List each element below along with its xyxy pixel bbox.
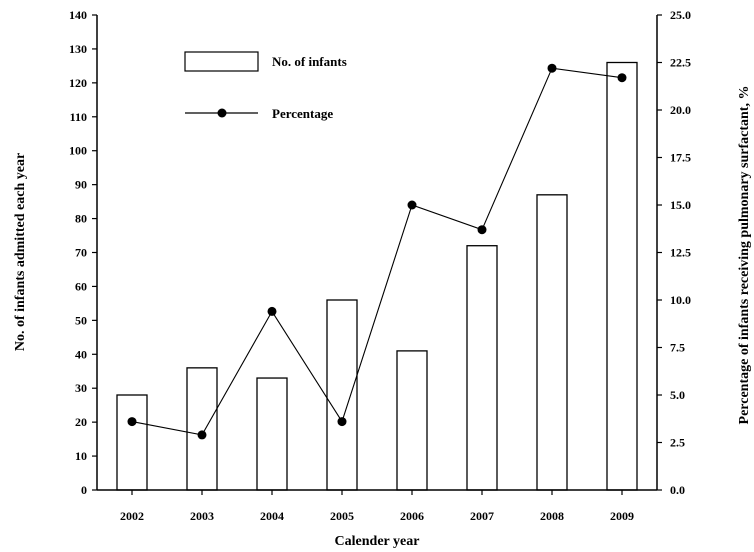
left-tick-label: 90 (75, 178, 87, 192)
percentage-point (408, 201, 417, 210)
percentage-point (548, 64, 557, 73)
left-tick-label: 10 (75, 449, 87, 463)
left-tick-label: 50 (75, 313, 87, 327)
right-axis-label: Percentage of infants receiving pulmonar… (737, 86, 752, 425)
percentage-point (198, 430, 207, 439)
x-tick-label: 2004 (260, 509, 284, 523)
right-tick-label: 12.5 (670, 246, 691, 260)
left-tick-label: 30 (75, 381, 87, 395)
left-tick-label: 120 (69, 76, 87, 90)
left-ticks: 0 10 20 30 40 50 60 70 80 90 100 110 120 130 140 (69, 8, 97, 497)
left-tick-label: 140 (69, 8, 87, 22)
left-tick-label: 100 (69, 144, 87, 158)
left-tick-label: 0 (81, 483, 87, 497)
bar (117, 395, 147, 490)
left-tick-label: 60 (75, 279, 87, 293)
percentage-point (478, 225, 487, 234)
left-tick-label: 80 (75, 212, 87, 226)
x-tick-label: 2006 (400, 509, 424, 523)
bar (467, 246, 497, 490)
bars-layer (117, 63, 637, 491)
bar (537, 195, 567, 490)
x-tick-label: 2003 (190, 509, 214, 523)
right-tick-label: 7.5 (670, 341, 685, 355)
percentage-point (268, 307, 277, 316)
legend: No. of infants Percentage (185, 52, 347, 121)
right-tick-label: 20.0 (670, 103, 691, 117)
legend-line-label: Percentage (272, 106, 333, 121)
right-tick-label: 10.0 (670, 293, 691, 307)
left-tick-label: 130 (69, 42, 87, 56)
percentage-point (338, 417, 347, 426)
left-tick-label: 20 (75, 415, 87, 429)
percentage-point (618, 73, 627, 82)
percentage-point (128, 417, 137, 426)
left-tick-label: 70 (75, 246, 87, 260)
x-tick-label: 2009 (610, 509, 634, 523)
right-tick-label: 2.5 (670, 436, 685, 450)
left-tick-label: 40 (75, 347, 87, 361)
x-axis-label: Calender year (335, 534, 420, 549)
bar (397, 351, 427, 490)
left-axis-label: No. of infants admitted each year (13, 153, 28, 351)
bar (607, 63, 637, 491)
right-tick-label: 17.5 (670, 151, 691, 165)
right-tick-label: 0.0 (670, 483, 685, 497)
legend-bar-swatch (185, 52, 258, 71)
bar (327, 300, 357, 490)
right-ticks: 0.0 2.5 5.0 7.5 10.0 12.5 15.0 17.5 20.0 22.5 25.0 (657, 8, 691, 497)
x-tick-label: 2005 (330, 509, 354, 523)
right-tick-label: 15.0 (670, 198, 691, 212)
x-ticks: 2002 2003 2004 2005 2006 2007 2008 2009 (120, 490, 634, 523)
legend-bar-label: No. of infants (272, 54, 347, 69)
right-tick-label: 5.0 (670, 388, 685, 402)
x-tick-label: 2002 (120, 509, 144, 523)
bar (187, 368, 217, 490)
right-tick-label: 25.0 (670, 8, 691, 22)
right-tick-label: 22.5 (670, 56, 691, 70)
x-tick-label: 2008 (540, 509, 564, 523)
bar (257, 378, 287, 490)
x-tick-label: 2007 (470, 509, 494, 523)
legend-line-marker (218, 109, 227, 118)
left-tick-label: 110 (70, 110, 87, 124)
